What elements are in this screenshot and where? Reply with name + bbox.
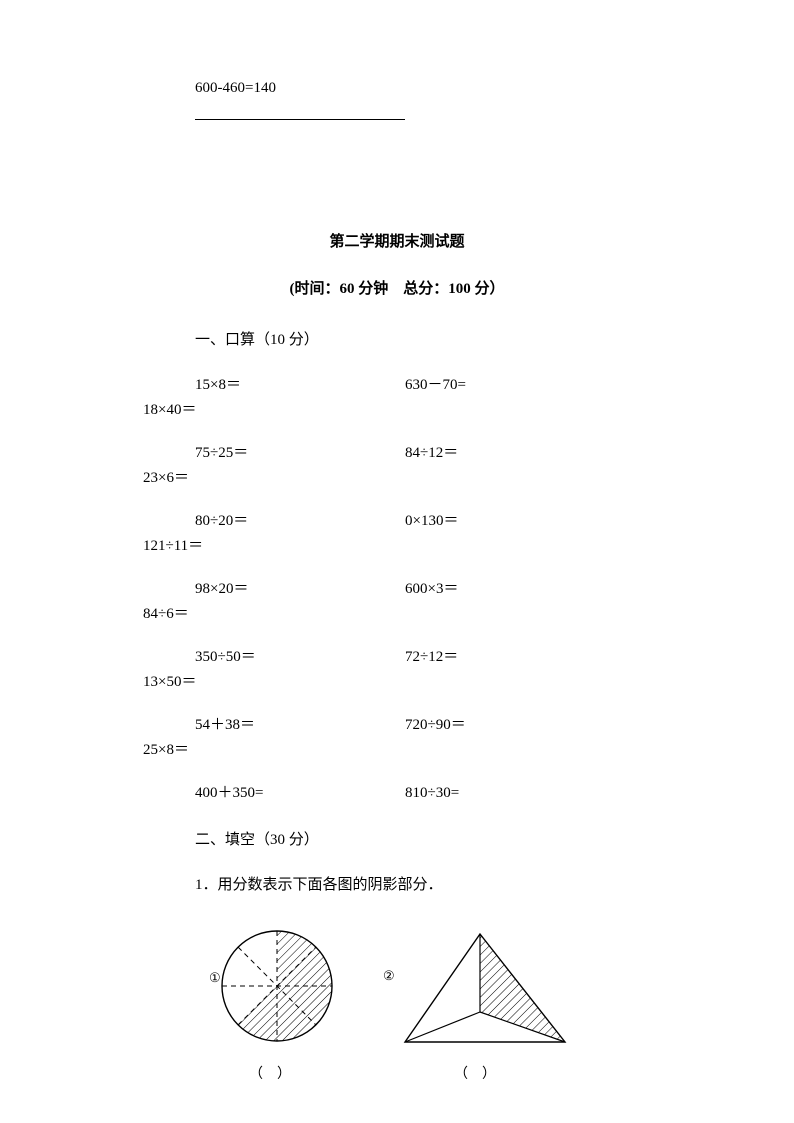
- calc-cell: 13×50＝: [143, 670, 659, 691]
- calc-row: 80÷20＝0×130＝ 121÷11＝: [135, 509, 659, 555]
- triangle-fraction-icon: ②: [375, 924, 575, 1054]
- question-1: 1．用分数表示下面各图的阴影部分．: [195, 873, 659, 894]
- calc-cell: 18×40＝: [143, 398, 659, 419]
- calc-cell: 23×6＝: [143, 466, 659, 487]
- calc-cell: 600×3＝: [405, 577, 458, 598]
- divider-line: [195, 119, 405, 120]
- calc-row: 75÷25＝84÷12＝ 23×6＝: [135, 441, 659, 487]
- calc-cell: 400＋350=: [195, 781, 405, 802]
- calc-cell: 75÷25＝: [195, 441, 405, 462]
- section2-heading: 二、填空（30 分）: [195, 828, 659, 849]
- figure-circle: ① （ ）: [195, 924, 345, 1083]
- calc-cell: 54＋38＝: [195, 713, 405, 734]
- exam-title: 第二学期期末测试题: [135, 230, 659, 251]
- calc-row: 400＋350=810÷30=: [135, 781, 659, 802]
- answer-blank: （ ）: [375, 1063, 575, 1083]
- calc-cell: 84÷12＝: [405, 441, 458, 462]
- calc-cell: 0×130＝: [405, 509, 458, 530]
- answer-blank: （ ）: [195, 1063, 345, 1083]
- calc-cell: 630－70=: [405, 373, 466, 394]
- top-equation: 600-460=140: [195, 80, 659, 97]
- calc-row: 98×20＝600×3＝ 84÷6＝: [135, 577, 659, 623]
- calc-cell: 15×8＝: [195, 373, 405, 394]
- calc-cell: 72÷12＝: [405, 645, 458, 666]
- calc-cell: 810÷30=: [405, 785, 459, 802]
- circle-fraction-icon: ①: [195, 924, 345, 1054]
- calc-cell: 121÷11＝: [143, 534, 659, 555]
- figure-label: ①: [209, 970, 221, 985]
- calc-row: 15×8＝630－70= 18×40＝: [135, 373, 659, 419]
- calc-cell: 720÷90＝: [405, 713, 466, 734]
- exam-subtitle: (时间：60 分钟 总分：100 分）: [135, 277, 659, 298]
- figure-label: ②: [383, 968, 395, 983]
- calc-cell: 350÷50＝: [195, 645, 405, 666]
- calc-row: 54＋38＝720÷90＝ 25×8＝: [135, 713, 659, 759]
- calc-row: 350÷50＝72÷12＝ 13×50＝: [135, 645, 659, 691]
- calc-cell: 80÷20＝: [195, 509, 405, 530]
- calc-cell: 84÷6＝: [143, 602, 659, 623]
- calc-cell: 25×8＝: [143, 738, 659, 759]
- calc-cell: 98×20＝: [195, 577, 405, 598]
- figure-triangle: ② （ ）: [375, 924, 575, 1083]
- section1-heading: 一、口算（10 分）: [195, 328, 659, 349]
- figures-row: ① （ ） ② （ ）: [195, 924, 659, 1083]
